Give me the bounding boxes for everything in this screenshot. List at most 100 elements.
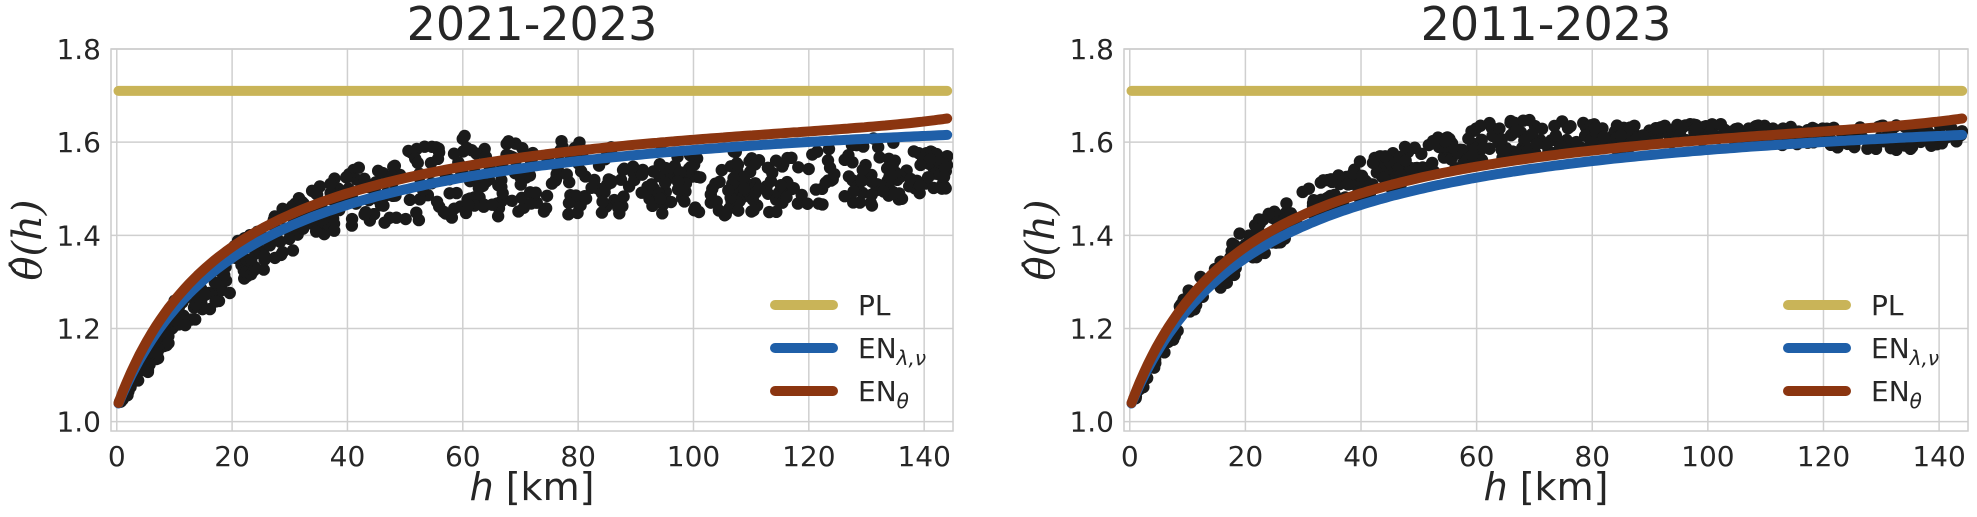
scatter-point (921, 171, 935, 184)
scatter-point (1462, 132, 1475, 145)
scatter-point (617, 162, 631, 175)
scatter-point (646, 199, 659, 213)
scatter-point (1548, 119, 1561, 133)
scatter-point (411, 156, 424, 170)
scatter-point (635, 168, 649, 181)
scatter-point (562, 196, 576, 210)
scatter-point (1341, 178, 1355, 191)
scatter-point (802, 162, 815, 176)
scatter-point (505, 194, 519, 208)
scatter-point (529, 186, 542, 199)
scatter-point (223, 286, 236, 300)
scatter-point (258, 249, 271, 263)
scatter-point (1422, 138, 1436, 152)
x-tick-label: 80 (1574, 440, 1610, 473)
scatter-point (770, 205, 783, 219)
scatter-point (390, 211, 403, 224)
scatter-point (914, 158, 927, 172)
scatter-point (188, 313, 202, 326)
scatter-point (816, 198, 829, 211)
scatter-point (1439, 135, 1452, 148)
scatter-point (1535, 122, 1549, 135)
scatter-point (938, 160, 951, 173)
scatter-point (1296, 185, 1309, 199)
scatter-point (345, 212, 359, 226)
legend-label: ENλ,ν (858, 332, 926, 370)
legend-label: PL (1871, 289, 1904, 322)
chart-panel-2021-2023: 0 20 40 60 80 100 120 140 1.0 1.2 1.4 1.6 1.8 2021-20… (5, 0, 954, 509)
scatter-point (614, 173, 628, 186)
scatter-point (877, 185, 890, 198)
scatter-point (907, 145, 921, 158)
legend-label: ENλ,ν (1871, 332, 1939, 370)
scatter-point (1884, 141, 1898, 155)
scatter-point (846, 156, 859, 169)
x-axis-label: h [km] (470, 465, 595, 509)
plot-frame (1123, 48, 1969, 432)
scatter-point (413, 193, 427, 206)
x-tick-label: 40 (330, 440, 366, 473)
scatter-point (376, 166, 389, 180)
y-tick-label: 1.2 (56, 313, 101, 346)
y-tick-label: 1.6 (1069, 126, 1114, 159)
scatter-point (425, 140, 439, 153)
scatter-point (671, 175, 685, 188)
scatter-point (678, 195, 691, 208)
scatter-point (245, 253, 258, 266)
scatter-point (866, 175, 879, 189)
scatter-point (1561, 122, 1575, 135)
scatter-point (540, 189, 554, 203)
scatter-point (654, 192, 667, 205)
chart-title: 2011-2023 (1421, 0, 1672, 51)
scatter-point (1398, 140, 1412, 154)
y-tick-label: 1.4 (56, 219, 101, 252)
scatter-point (873, 151, 886, 164)
scatter-point (1654, 121, 1667, 134)
scatter-point (791, 197, 805, 210)
scatter-point (769, 154, 783, 167)
y-axis-label: θ̂(h) (5, 199, 51, 280)
scatter-point (888, 187, 901, 200)
scatter-point (410, 206, 423, 219)
scatter-point (1861, 142, 1874, 155)
scatter-point (855, 174, 868, 188)
scatter-point (324, 177, 337, 191)
scatter-point (722, 184, 735, 197)
scatter-point (472, 181, 486, 195)
scatter-point (1925, 139, 1938, 152)
scatter-point (780, 191, 793, 204)
scatter-point (516, 142, 529, 155)
y-tick-label: 1.0 (1069, 406, 1114, 439)
scatter-point (1549, 129, 1563, 142)
scatter-point (1714, 117, 1727, 131)
chart-title: 2021-2023 (407, 0, 658, 51)
scatter-point (1517, 114, 1530, 127)
scatter-point (512, 205, 525, 218)
series-line-1 (1126, 129, 1968, 409)
scatter-point (574, 165, 588, 178)
scatter-point (611, 201, 625, 214)
scatter-point (1477, 141, 1490, 155)
scatter-point (560, 168, 573, 181)
scatter-point (495, 180, 508, 194)
scatter-point (579, 192, 593, 205)
x-tick-label: 100 (1681, 440, 1734, 473)
scatter-point (555, 134, 568, 148)
scatter-point (809, 183, 823, 196)
scatter-point (462, 198, 475, 211)
scatter-point (1399, 154, 1412, 167)
scatter-point (340, 171, 353, 184)
scatter-point (399, 212, 412, 226)
scatter-point (562, 208, 575, 221)
scatter-point (1510, 124, 1523, 137)
scatter-point (856, 163, 869, 177)
scatter-point (1353, 155, 1367, 168)
y-tick-label: 1.8 (1069, 33, 1114, 66)
scatter-point (810, 145, 824, 158)
scatter-point (545, 177, 559, 190)
scatter-point (1530, 137, 1544, 151)
scatter-point (596, 195, 609, 208)
plot-area (113, 85, 953, 409)
scatter-point (1379, 150, 1392, 163)
scatter-point (617, 190, 630, 203)
